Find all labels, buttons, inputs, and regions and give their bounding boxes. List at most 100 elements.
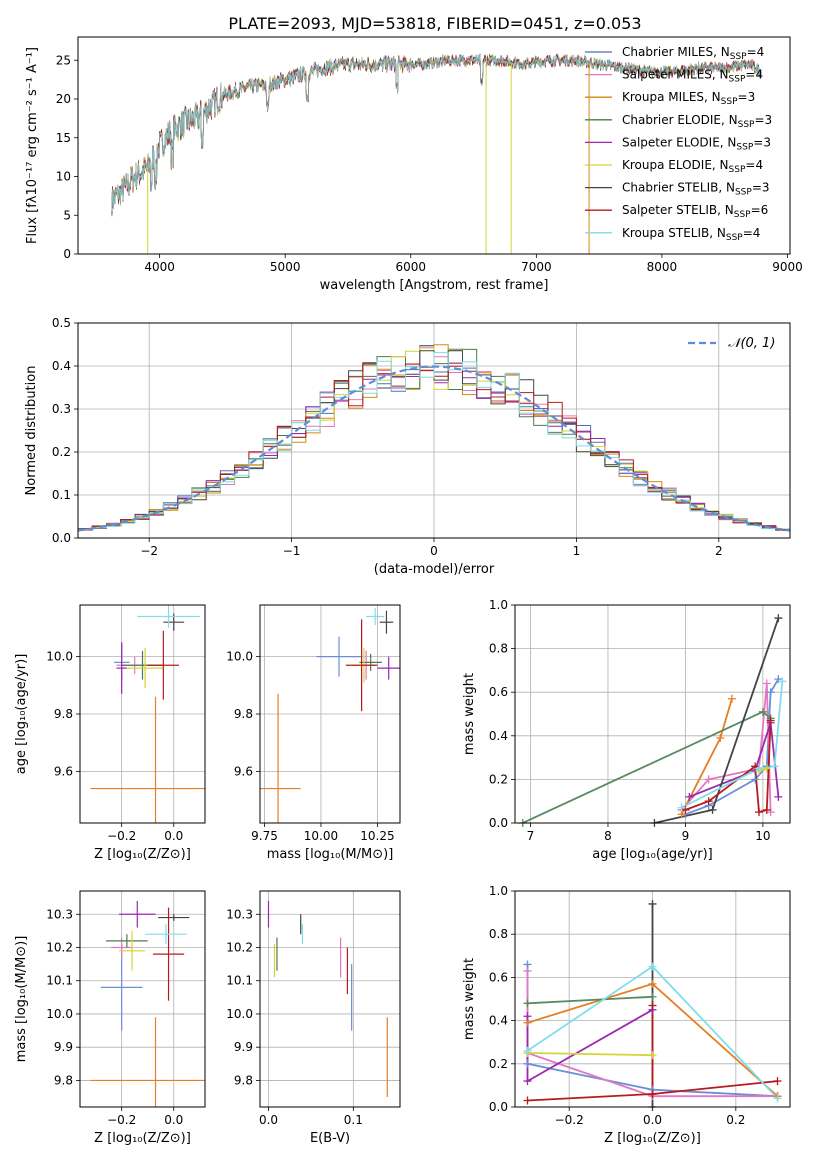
grid-lines: [260, 605, 400, 823]
x-tick-label: 0: [430, 544, 438, 558]
weight-marker: [774, 614, 783, 623]
x-tick-label: 8: [604, 829, 612, 843]
x-tick-label: −0.2: [555, 1113, 584, 1127]
legend-label-end: =4: [747, 45, 765, 59]
legend-label-main: Kroupa MILES, N: [622, 90, 721, 104]
y-tick-label: 10.3: [46, 907, 73, 921]
weight-marker: [523, 999, 532, 1008]
legend-label-end: =3: [753, 135, 771, 149]
weight-marker: [685, 792, 694, 801]
x-tick-label: 10.25: [360, 829, 394, 843]
legend-label-end: =3: [752, 181, 770, 195]
axes-frame: [79, 604, 206, 824]
legend-label: Chabrier STELIB, NSSP=3: [622, 181, 770, 198]
weight-marker: [762, 764, 771, 773]
y-tick-label: 0.0: [52, 531, 71, 545]
x-tick-label: 9.75: [251, 829, 278, 843]
plot-area: [111, 53, 762, 254]
weight-marker: [778, 677, 787, 686]
y-tick-label: 10.0: [226, 650, 253, 664]
legend-label-end: =4: [745, 158, 763, 172]
y-tick-label: 0.5: [52, 316, 71, 330]
weight-series-7: [685, 720, 772, 814]
errorbar-point-8: [145, 924, 187, 945]
panel-mass_vs_ebv: 0.0 0.1 9.8 9.9 10.0 10.1 10.2 10.3 E(B-V): [226, 890, 401, 1146]
errorbar-point-6: [379, 610, 394, 634]
weight-marker: [751, 775, 760, 784]
x-tick-label: 7000: [521, 260, 552, 274]
y-tick-label: 9.8: [234, 1073, 253, 1087]
errorbar-point-6: [158, 914, 190, 921]
weight-marker: [704, 775, 713, 784]
errorbar-point-7: [152, 907, 185, 1001]
plot-area: [90, 900, 205, 1107]
y-tick-label: 0.4: [489, 1014, 508, 1028]
plot-area: [260, 607, 400, 823]
y-tick-label: 9.9: [54, 1040, 73, 1054]
x-tick-label: 5000: [270, 260, 301, 274]
y-axis-label: Flux [fλ10⁻¹⁷ erg cm⁻² s⁻¹ A⁻¹]: [25, 47, 40, 244]
x-tick-label: −0.2: [107, 829, 136, 843]
y-tick-label: 10.2: [46, 940, 73, 954]
weight-marker: [716, 733, 725, 742]
weight-marker: [648, 899, 657, 908]
y-tick-label: 10.0: [46, 1007, 73, 1021]
weight-marker: [762, 679, 771, 688]
y-tick-label: 0.4: [489, 729, 508, 743]
panel-age_vs_mass: 9.75 10.00 10.25 9.6 9.8 10.0 mass [log₁₀(M/M⊙…: [226, 604, 401, 862]
errorbar-point-3: [106, 934, 148, 948]
x-tick-label: 1: [573, 544, 581, 558]
panel-spectrum: 4000 5000 6000 7000 8000 9000 0 5 10 15 20 25 wavele…: [25, 36, 803, 293]
y-tick-label: 9.9: [234, 1040, 253, 1054]
weight-marker: [648, 979, 657, 988]
weight-marker: [523, 1012, 532, 1021]
axes-frame: [514, 890, 791, 1108]
y-tick-label: 10.1: [226, 974, 253, 988]
residual-legend: 𝒩(0, 1): [688, 336, 775, 351]
normal-curve: [78, 365, 790, 532]
x-tick-label: 0.0: [643, 1113, 662, 1127]
legend-label-main: Salpeter ELODIE, N: [622, 135, 736, 149]
legend-label-sub: SSP: [738, 120, 755, 130]
y-tick-label: 10.1: [46, 974, 73, 988]
x-tick-label: 2: [715, 544, 723, 558]
errorbar-point-2: [90, 696, 205, 823]
legend-label-main: Salpeter STELIB, N: [622, 203, 734, 217]
x-tick-label: 0.2: [726, 1113, 745, 1127]
y-tick-label: 10.0: [46, 650, 73, 664]
weight-series-1: [526, 970, 778, 1098]
panel-residuals: −2 −1 0 1 2 0.0 0.1 0.2 0.3 0.4 0.5 (data-model)/er…: [24, 316, 791, 577]
y-tick-label: 0.8: [489, 642, 508, 656]
x-tick-label: 0.0: [259, 1113, 278, 1127]
y-tick-label: 5: [63, 208, 71, 222]
errorbar-point-8: [137, 605, 200, 628]
errorbar-point-4: [119, 900, 156, 928]
errorbar-point-2: [260, 693, 301, 823]
x-tick-label: 0.0: [164, 1113, 183, 1127]
errorbar-point-7: [147, 630, 179, 700]
weight-marker: [523, 1077, 532, 1086]
legend-label-sub: SSP: [734, 210, 751, 220]
legend-label: Salpeter ELODIE, NSSP=3: [622, 135, 771, 152]
x-tick-label: 9000: [772, 260, 803, 274]
legend-label-end: =4: [745, 68, 763, 82]
x-tick-label: 7: [527, 829, 535, 843]
weight-marker: [727, 694, 736, 703]
y-tick-label: 10.0: [226, 1007, 253, 1021]
y-tick-label: 0.0: [489, 1100, 508, 1114]
errorbar-point-0: [316, 636, 362, 677]
weight-marker: [773, 1094, 782, 1103]
legend-label: 𝒩(0, 1): [728, 336, 775, 351]
weight-marker: [766, 716, 775, 725]
legend-label-sub: SSP: [721, 97, 738, 107]
weight-marker: [704, 797, 713, 806]
y-tick-label: 9.8: [54, 1073, 73, 1087]
y-tick-label: 0.0: [489, 816, 508, 830]
y-axis-label: mass weight: [462, 958, 477, 1040]
grid-lines: [80, 891, 205, 1107]
weight-marker: [758, 707, 767, 716]
weight-marker: [648, 1001, 657, 1010]
legend-label: Kroupa STELIB, NSSP=4: [622, 226, 760, 243]
plot-area: [267, 900, 388, 1098]
